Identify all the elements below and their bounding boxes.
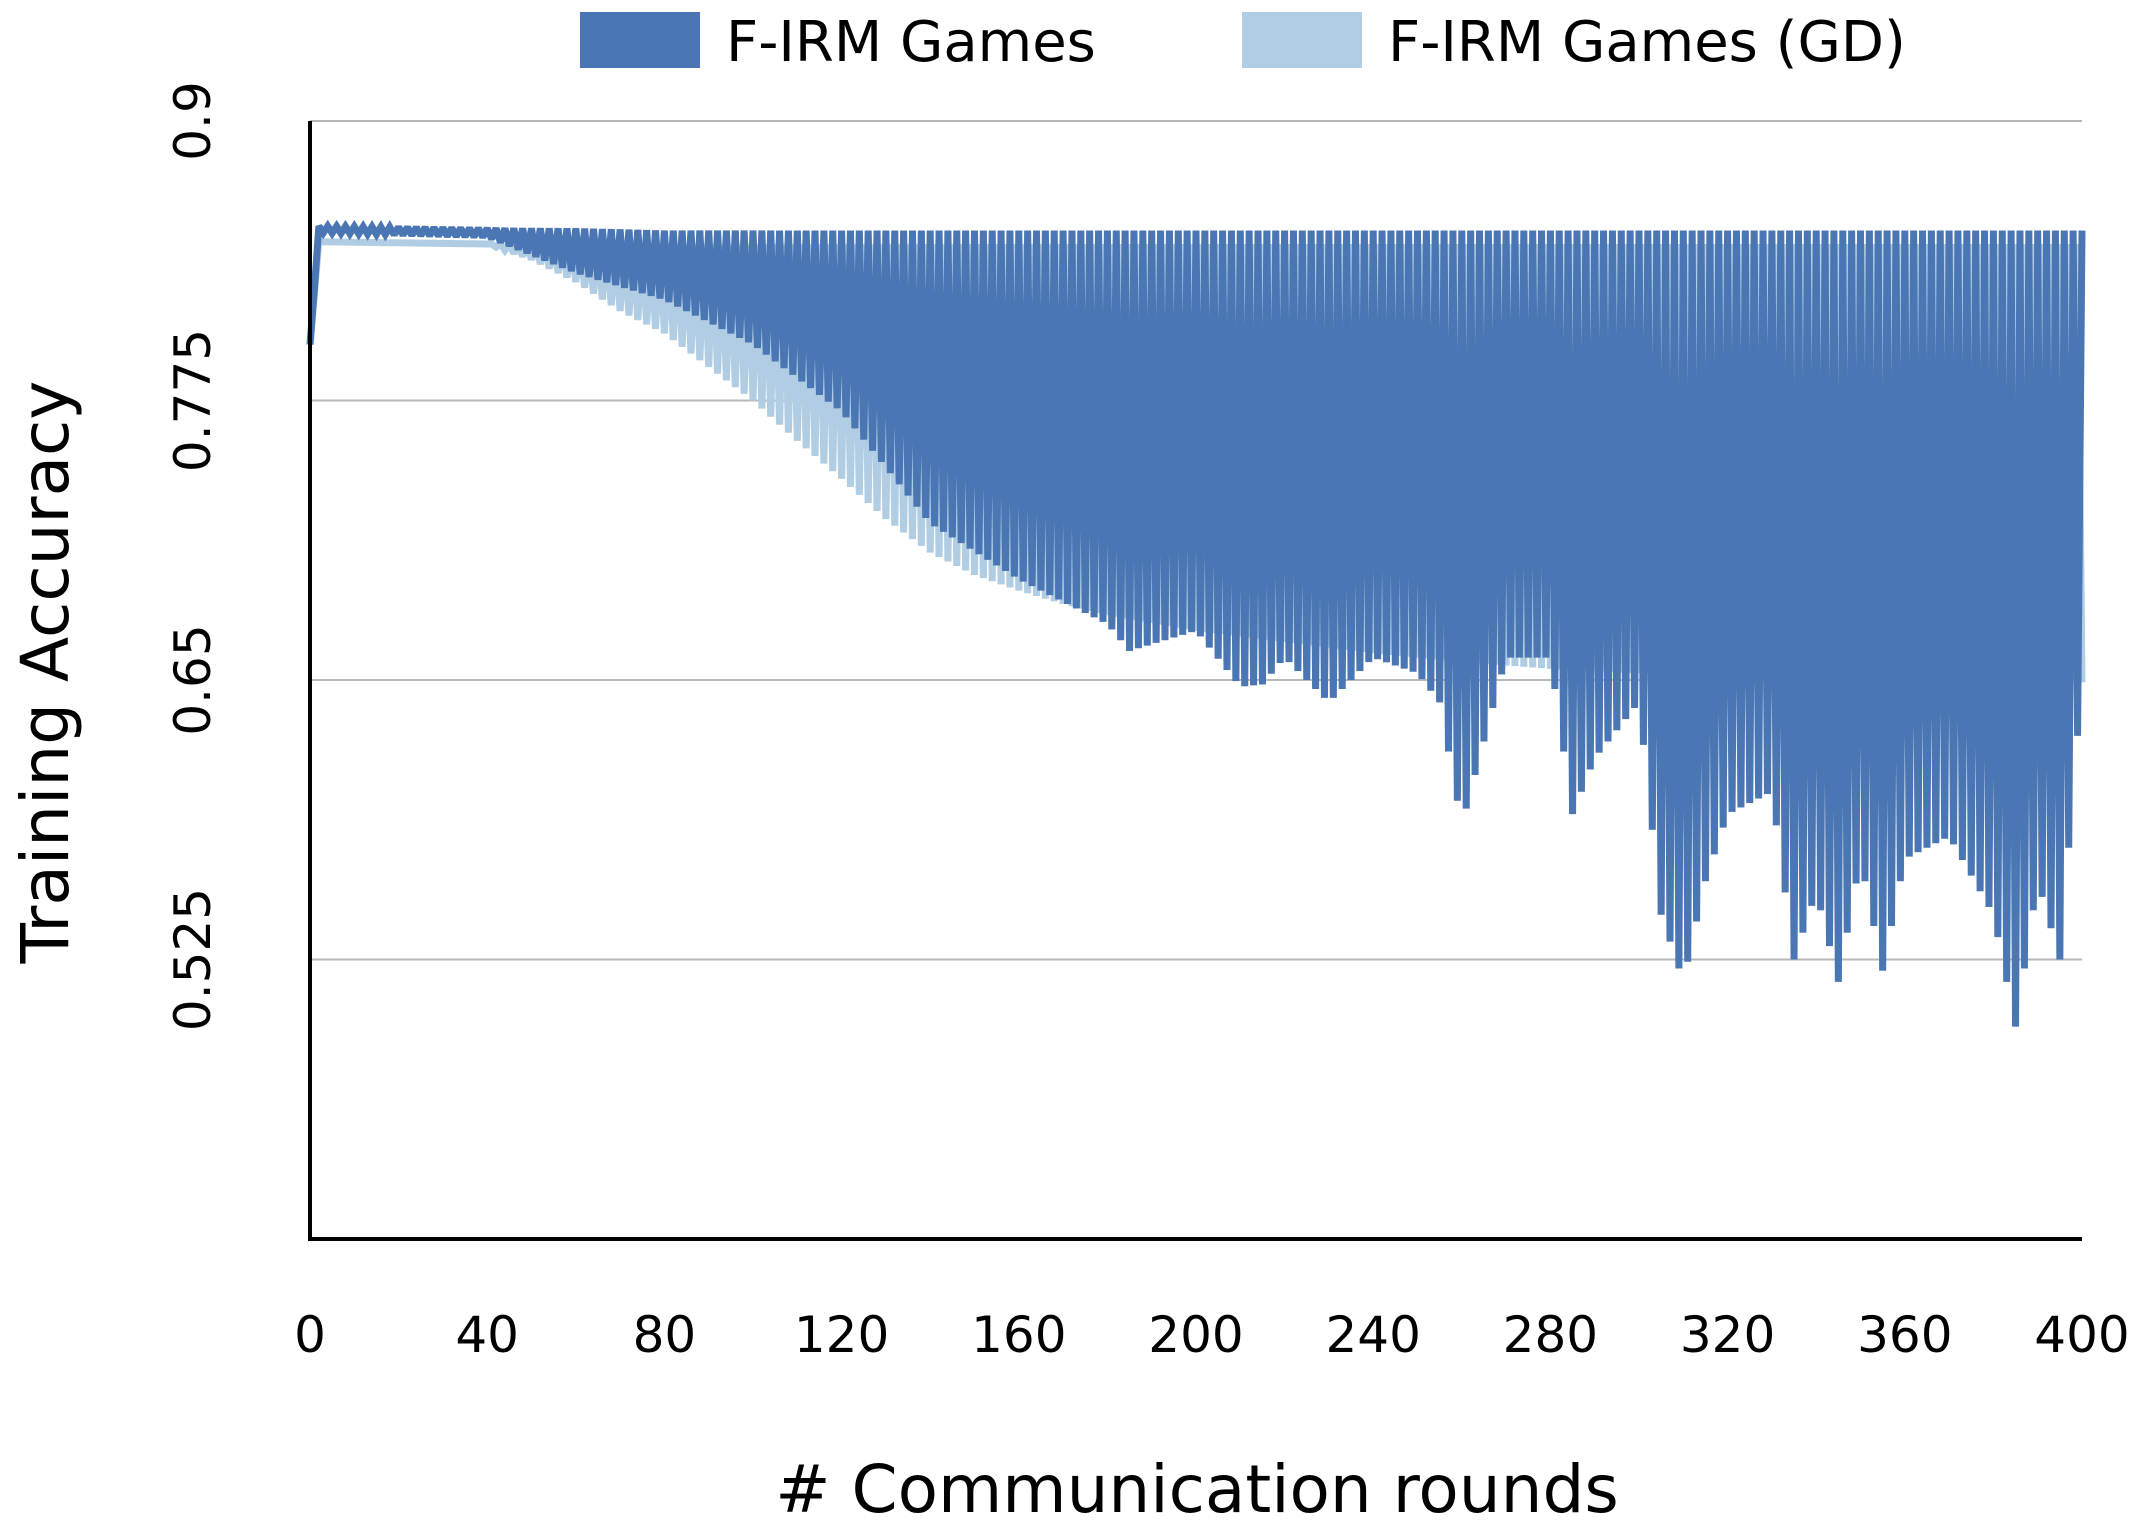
y-tick-label: 0.525 <box>164 888 222 1031</box>
x-tick-label: 80 <box>633 1306 697 1364</box>
x-tick-labels: 0 40 80 120 160 200 240 280 320 360 400 <box>294 1306 2130 1364</box>
series-line <box>306 219 2086 1027</box>
y-tick-label: 0.775 <box>164 329 222 472</box>
y-tick-label: 0.9 <box>164 81 222 161</box>
x-tick-label: 160 <box>971 1306 1066 1364</box>
x-tick-label: 120 <box>794 1306 889 1364</box>
x-tick-label: 280 <box>1503 1306 1598 1364</box>
x-tick-label: 360 <box>1857 1306 1952 1364</box>
legend-swatch <box>580 12 700 68</box>
y-axis-title: Training Accuracy <box>7 381 84 965</box>
legend-swatch <box>1242 12 1362 68</box>
x-tick-label: 0 <box>294 1306 326 1364</box>
y-tick-labels: 0.525 0.65 0.775 0.9 <box>164 81 222 1031</box>
x-tick-label: 40 <box>455 1306 519 1364</box>
x-tick-label: 400 <box>2034 1306 2129 1364</box>
legend-label: F-IRM Games <box>726 10 1096 75</box>
legend-label: F-IRM Games (GD) <box>1388 10 1906 75</box>
x-tick-label: 320 <box>1680 1306 1775 1364</box>
x-tick-label: 200 <box>1148 1306 1243 1364</box>
series-layer <box>306 219 2086 1027</box>
y-tick-label: 0.65 <box>164 624 222 735</box>
x-axis-title: # Communication rounds <box>775 1451 1618 1528</box>
x-tick-label: 240 <box>1325 1306 1420 1364</box>
legend: F-IRM Games F-IRM Games (GD) <box>580 10 1906 75</box>
